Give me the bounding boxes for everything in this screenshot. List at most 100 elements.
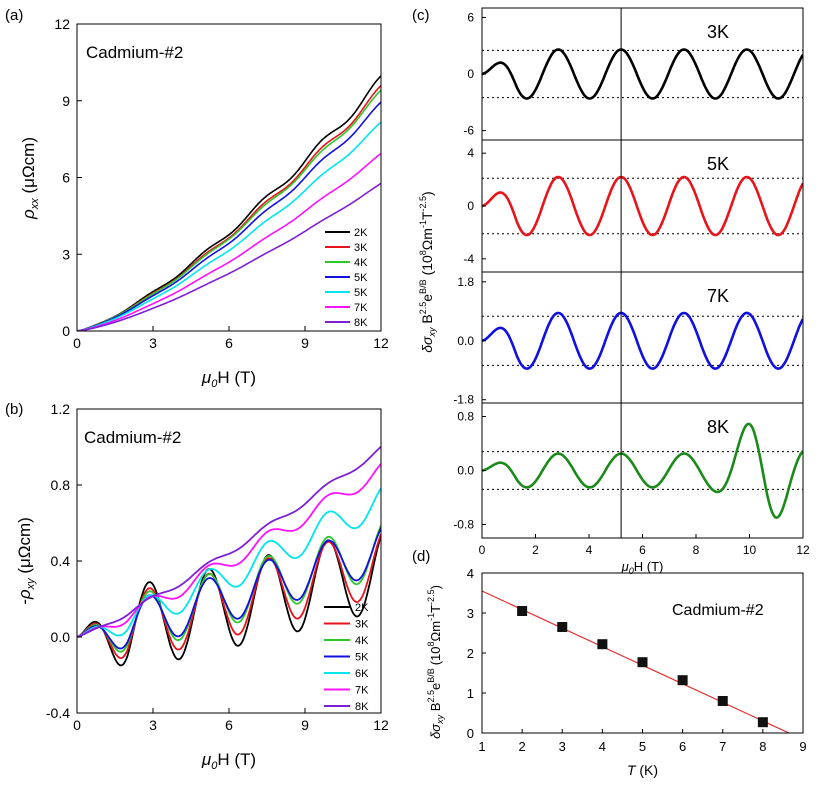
xtick-label-d: 3: [559, 739, 566, 754]
subpanel-c-2: -1.8 0.0 1.8 7K: [453, 271, 804, 407]
legend-label-a-1: 3K: [354, 242, 368, 254]
ytick-label-a: 6: [62, 170, 70, 186]
scatter-point-d-6: [757, 717, 768, 728]
xtick-label-a: 9: [301, 335, 309, 351]
series-line-b-6: [77, 446, 381, 638]
ytick-label-c: 0.8: [457, 410, 474, 424]
xtick-label-d: 9: [799, 739, 806, 754]
legend-label-a-6: 8K: [354, 317, 368, 329]
xtick-label-a: 3: [149, 335, 157, 351]
y-axis-label-a: ρxx (μΩcm): [19, 137, 41, 220]
ytick-label-c: -4: [463, 252, 474, 266]
ytick-label-c: 0.0: [457, 464, 474, 478]
subpanel-plot-c-1: [482, 140, 803, 272]
legend-label-a-3: 5K: [354, 272, 368, 284]
legend-label-a-0: 2K: [354, 227, 368, 239]
series-line-b-1: [77, 533, 381, 660]
ytick-label-d: 2: [467, 646, 474, 661]
xtick-label-d: 2: [519, 739, 526, 754]
series-line-a-1: [77, 85, 381, 331]
chart-c: -6 0 6 3K -4 0 4 5K -1.8 0.0 1.8 7K -0.8 0.0 0.8 8K 0 2 4 6…: [418, 7, 810, 576]
ytick-label-b: 0.0: [51, 629, 71, 645]
axes-frame-a: [76, 23, 382, 332]
x-axis-label-d: T (K): [627, 762, 658, 778]
y-axis-label-b: -ρxy (μΩcm): [15, 517, 37, 605]
xtick-label-c: 4: [586, 543, 593, 557]
series-line-b-2: [77, 524, 381, 653]
subpanel-c-0: -6 0 6 3K: [463, 7, 804, 141]
xtick-label-c: 8: [693, 543, 700, 557]
series-line-b-4: [77, 487, 381, 638]
ytick-label-d: 4: [467, 566, 474, 581]
ytick-label-c: 0: [467, 199, 474, 213]
panel-label-c: (c): [412, 7, 430, 24]
series-line-a-2: [77, 89, 381, 331]
xtick-label-c: 0: [479, 543, 486, 557]
scatter-point-d-0: [517, 606, 528, 616]
xtick-label-b: 0: [73, 717, 81, 733]
ytick-label-d: 3: [467, 606, 474, 621]
legend-label-b-4: 6K: [355, 668, 369, 680]
xtick-label-b: 9: [301, 717, 309, 733]
ytick-label-c: -6: [463, 124, 474, 138]
fit-line-d: [482, 590, 790, 733]
scatter-point-d-1: [557, 622, 568, 632]
axes-frame-d: [481, 572, 804, 734]
xtick-label-c: 10: [743, 543, 757, 557]
subpanel-label-c-1: 5K: [707, 154, 729, 174]
ytick-label-c: 4: [467, 146, 474, 160]
legend-label-b-5: 7K: [355, 685, 369, 697]
series-line-a-5: [77, 152, 381, 331]
xtick-label-d: 7: [719, 739, 726, 754]
series-line-b-3: [77, 527, 381, 650]
chart-title-a: Cadmium-#2: [86, 43, 183, 62]
chart-b: 0 3 6 9 12 -0.4 0.0 0.4 0.8 1.2 Cadmium-#2 μ0H (T) -…: [15, 401, 389, 772]
ytick-label-c: 0: [467, 67, 474, 81]
subpanel-c-3: -0.8 0.0 0.8 8K: [453, 402, 804, 539]
ytick-label-d: 0: [467, 726, 474, 741]
ytick-label-a: 12: [54, 16, 70, 32]
ytick-label-c: 1.8: [457, 275, 474, 289]
series-line-b-5: [77, 463, 381, 638]
xtick-label-d: 4: [599, 739, 606, 754]
panel-label-b: (b): [5, 401, 23, 418]
ytick-label-b: -0.4: [46, 705, 70, 721]
legend-label-b-3: 5K: [355, 652, 369, 664]
series-line-a-6: [77, 182, 381, 331]
xtick-label-a: 0: [73, 335, 81, 351]
subpanel-label-c-0: 3K: [707, 22, 729, 42]
subpanel-plot-c-3: [482, 403, 803, 538]
ytick-label-c: 6: [467, 10, 474, 24]
subpanel-plot-c-0: [482, 8, 803, 140]
series-line-c-2: [482, 311, 803, 370]
series-line-b-0: [77, 535, 381, 667]
x-axis-label-b: μ0H (T): [201, 750, 256, 772]
axes-frame-c: [481, 402, 804, 539]
axes-frame-c: [481, 271, 804, 404]
axes-frame-b: [76, 408, 382, 714]
chart-title-b: Cadmium-#2: [84, 428, 181, 447]
ytick-label-a: 0: [62, 323, 70, 339]
xtick-label-b: 3: [149, 717, 157, 733]
legend-label-b-6: 8K: [355, 701, 369, 713]
series-line-a-4: [77, 121, 381, 331]
plot-d: [482, 590, 790, 733]
subpanel-label-c-2: 7K: [707, 286, 729, 306]
xtick-label-d: 5: [639, 739, 646, 754]
legend-label-b-2: 4K: [355, 635, 369, 647]
series-line-c-0: [482, 48, 803, 100]
chart-a: 0 3 6 9 12 0 3 6 9 12 Cadmium-#2 μ0H (T) ρxx (μΩcm) 2…: [19, 16, 389, 390]
xtick-label-c: 2: [532, 543, 539, 557]
ytick-label-d: 1: [467, 686, 474, 701]
ytick-label-c: 0.0: [457, 334, 474, 348]
series-line-c-3: [482, 422, 803, 519]
xtick-label-d: 1: [478, 739, 485, 754]
ytick-label-c: -0.8: [453, 518, 474, 532]
scatter-point-d-4: [677, 675, 688, 686]
ytick-label-b: 1.2: [51, 401, 71, 417]
xtick-label-d: 8: [759, 739, 766, 754]
ytick-label-c: -1.8: [453, 393, 474, 407]
y-axis-label-c: δσxy B2.5eB/B(108Ωm-1T-2.5): [418, 191, 437, 352]
x-axis-label-a: μ0H (T): [201, 368, 256, 390]
